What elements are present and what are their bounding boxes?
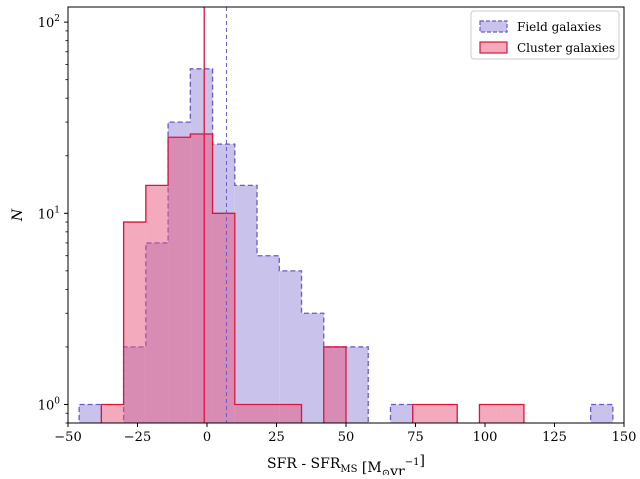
plot-area: [78, 7, 614, 423]
histogram-outline: [100, 133, 525, 423]
histogram-bar: [79, 404, 102, 423]
histogram-bar: [190, 133, 213, 423]
histogram-bar: [590, 404, 613, 423]
x-tick-label: 125: [542, 430, 567, 445]
legend-swatch: [479, 41, 508, 54]
histogram-bar: [145, 185, 169, 423]
histogram-bar: [412, 404, 435, 423]
y-axis-label: N: [10, 208, 26, 222]
legend-item: Cluster galaxies: [479, 41, 615, 55]
legend-box: [470, 10, 620, 60]
y-tick-label: 100: [38, 396, 61, 413]
y-tick-label: 102: [38, 14, 60, 31]
x-tick-label: 25: [268, 430, 285, 445]
x-tick-label: −25: [124, 430, 151, 445]
series-1: [100, 133, 525, 423]
histogram-bar: [390, 404, 413, 423]
histogram-bar: [123, 222, 146, 423]
histogram-bar: [234, 404, 258, 423]
x-tick-label: −50: [54, 430, 81, 445]
x-tick-label: 0: [203, 430, 211, 445]
histogram-bar: [346, 346, 369, 423]
legend: Field galaxies Cluster galaxies: [470, 10, 620, 60]
x-tick-label: 100: [473, 430, 498, 445]
legend-item: Field galaxies: [479, 20, 601, 34]
histogram-bar: [479, 404, 502, 423]
histogram-bar: [212, 213, 235, 423]
histogram-bar: [279, 404, 302, 423]
y-tick-label: 101: [38, 205, 60, 222]
x-tick-label: 75: [407, 430, 424, 445]
x-tick-label: 50: [338, 430, 355, 445]
legend-swatch: [479, 20, 508, 33]
histogram-bar: [279, 270, 302, 423]
histogram-bar: [434, 404, 458, 423]
x-tick-label: 150: [612, 430, 637, 445]
histogram-bar: [301, 313, 324, 423]
histogram-bar: [168, 137, 191, 423]
histogram-outline: [78, 68, 614, 423]
histogram-bar: [101, 404, 124, 423]
legend-label: Cluster galaxies: [517, 41, 615, 55]
legend-label: Field galaxies: [517, 20, 601, 34]
histogram-bar: [257, 255, 280, 423]
histogram-bar: [323, 346, 346, 423]
histogram-bar: [257, 404, 280, 423]
histogram-bar: [234, 185, 258, 423]
x-axis-label: SFR - SFRMS [M⊙yr−1]: [267, 453, 425, 475]
histogram-bar: [501, 404, 524, 423]
